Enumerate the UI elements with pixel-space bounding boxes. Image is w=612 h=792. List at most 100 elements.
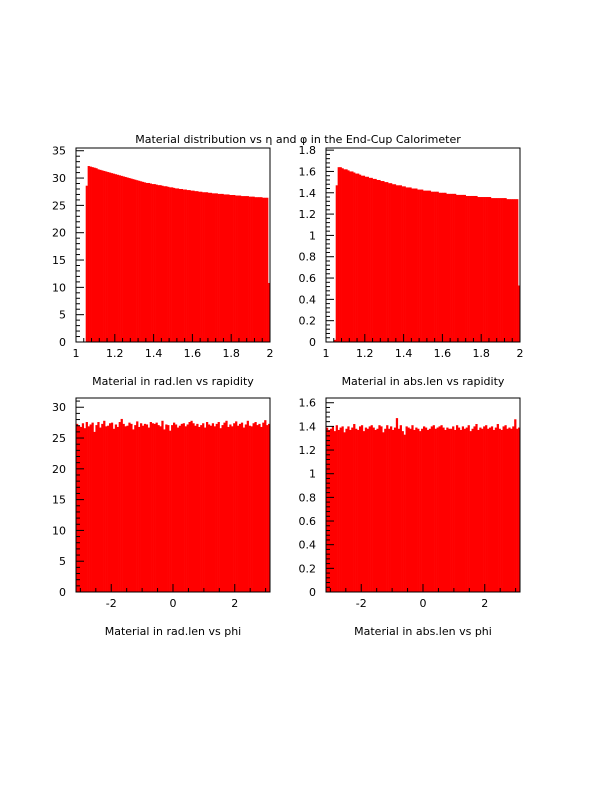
histogram-bar: [351, 427, 354, 592]
histogram-bar: [347, 426, 350, 592]
histogram-bar: [444, 192, 447, 342]
histogram-bar: [112, 173, 116, 342]
histogram-bar: [184, 189, 187, 342]
histogram-bar: [504, 425, 507, 592]
histogram-bar: [182, 423, 185, 592]
histogram-bar: [167, 186, 170, 342]
histogram-bar: [403, 434, 406, 592]
y-tick-label: 1.4: [299, 187, 317, 200]
histogram-bar: [390, 183, 393, 342]
histogram-bar: [463, 194, 466, 342]
histogram-bar: [188, 422, 191, 592]
histogram-bar: [455, 194, 459, 342]
histogram-bar: [114, 424, 118, 592]
histogram-bar: [171, 425, 174, 592]
y-tick-label: 1.4: [299, 420, 317, 433]
histogram-bar: [99, 169, 102, 342]
histogram-bar: [244, 196, 248, 342]
histogram-bar: [209, 425, 213, 592]
histogram-bar: [116, 426, 119, 592]
histogram-bar: [426, 429, 430, 592]
histogram-bar: [372, 427, 375, 592]
histogram-bar: [417, 189, 420, 342]
histogram-bar: [343, 169, 346, 342]
histogram-bar: [225, 194, 228, 342]
histogram-bar: [77, 425, 81, 592]
x-axis-label: Material in abs.len vs rapidity: [342, 375, 505, 388]
histogram-bar: [424, 427, 428, 592]
y-tick-label: 1.8: [299, 144, 317, 157]
histogram-bar: [103, 170, 106, 342]
histogram-bar: [95, 168, 98, 342]
histogram-bar: [112, 428, 116, 592]
histogram-bar: [469, 431, 472, 592]
histogram-bar: [264, 197, 267, 342]
histogram-bar: [401, 431, 404, 592]
plot-frame: [75, 147, 271, 343]
histogram-bar: [415, 188, 418, 342]
histogram-bar: [424, 190, 428, 342]
histogram-bar: [198, 191, 201, 342]
histogram-bar: [200, 425, 203, 592]
histogram-bar: [165, 424, 168, 592]
histogram-bar: [333, 431, 336, 592]
histogram-bar: [477, 197, 480, 342]
x-tick-label: 1: [323, 347, 330, 360]
histogram-bar: [97, 169, 100, 342]
histogram-bar: [153, 184, 156, 342]
histogram-bar: [248, 425, 251, 592]
histogram-bar: [395, 418, 399, 592]
histogram-bar: [262, 197, 265, 342]
histogram-bar: [250, 426, 253, 592]
histogram-bar: [388, 428, 391, 592]
histogram-bar: [382, 432, 385, 592]
histogram-bar: [95, 425, 98, 592]
histogram-bar: [159, 185, 162, 342]
histogram-bar: [461, 426, 465, 592]
histogram-bar: [200, 191, 203, 342]
histogram-bar: [105, 171, 108, 342]
histogram-bar: [108, 423, 112, 592]
histogram-bar: [237, 195, 240, 342]
histogram-bar: [421, 189, 424, 342]
histogram-bar: [194, 191, 197, 342]
histogram-bar: [504, 198, 507, 342]
histogram-bar: [184, 426, 187, 592]
histogram-bar: [388, 183, 391, 342]
histogram-bar: [434, 191, 437, 342]
histogram-bar: [487, 197, 490, 342]
x-tick-label: 2: [517, 347, 524, 360]
y-tick-label: 1.2: [299, 444, 317, 457]
histogram-bar: [516, 428, 519, 592]
histogram-bar: [233, 423, 236, 592]
histogram-bar: [238, 195, 242, 342]
histogram-bar: [397, 185, 401, 342]
y-tick-label: 30: [52, 401, 66, 414]
y-tick-label: 0: [59, 336, 66, 349]
y-tick-label: 1.6: [299, 165, 317, 178]
histogram-bar: [163, 186, 166, 342]
histogram-bar: [454, 429, 457, 592]
histogram-bar: [143, 182, 147, 342]
histogram-bar: [268, 282, 271, 342]
x-axis-label: Material in abs.len vs phi: [354, 625, 492, 638]
x-tick-label: 1.4: [145, 347, 163, 360]
histogram-bar: [461, 194, 465, 342]
histogram-bar: [192, 190, 195, 342]
histogram-bar: [244, 424, 248, 592]
histogram-bar: [450, 428, 453, 592]
histogram-bar: [180, 423, 183, 592]
histogram-bar: [101, 170, 104, 342]
y-tick-label: 1.6: [299, 397, 317, 410]
histogram-bar: [399, 185, 402, 342]
histogram-bar: [366, 176, 369, 342]
histogram-bar: [108, 172, 112, 342]
histogram-bar: [140, 181, 143, 342]
histogram-bar: [357, 173, 360, 342]
histogram-bar: [155, 422, 158, 592]
histogram-bar: [335, 185, 338, 342]
histogram-bar: [207, 192, 211, 342]
y-tick-label: 15: [52, 494, 66, 507]
histogram-bar: [438, 426, 441, 592]
histogram-bar: [502, 198, 505, 342]
